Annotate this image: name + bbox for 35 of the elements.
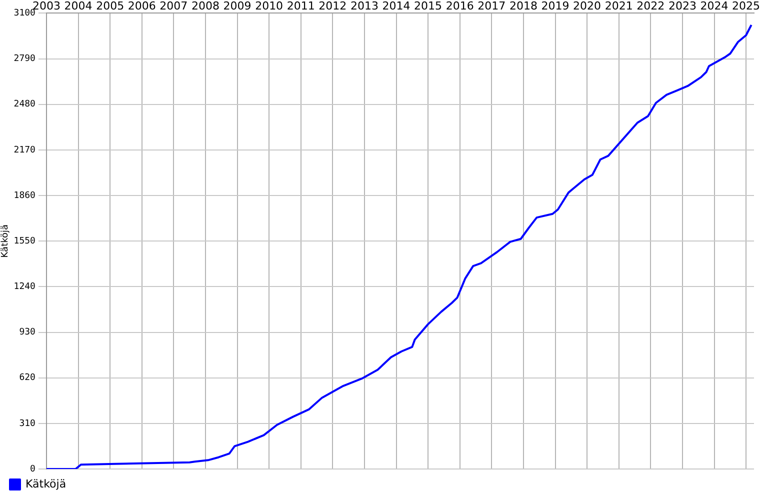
x-tick-label: 2013 [350, 0, 378, 12]
y-tick-label: 2480 [14, 100, 36, 110]
y-tick-label: 2170 [14, 145, 36, 156]
y-tick-label: 1550 [14, 236, 36, 246]
y-axis-title: Kätköjä [0, 224, 11, 258]
x-tick-label: 2014 [382, 0, 410, 12]
x-tick-label: 2006 [128, 0, 156, 12]
x-tick-label: 2007 [160, 0, 188, 12]
y-tick-label: 930 [19, 328, 36, 338]
x-tick-label: 2025 [732, 0, 760, 12]
x-tick-label: 2017 [478, 0, 506, 12]
x-tick-label: 2008 [191, 0, 220, 12]
y-tick-label: 310 [19, 418, 36, 429]
x-tick-label: 2010 [255, 0, 284, 12]
x-tick-label: 2018 [509, 0, 538, 12]
x-tick-label: 2023 [668, 0, 696, 12]
x-tick-label: 2022 [636, 0, 665, 12]
x-tick-label: 2012 [318, 0, 347, 12]
x-tick-label: 2015 [414, 0, 442, 12]
legend-label: Kätköjä [26, 477, 66, 490]
x-tick-label: 2004 [64, 0, 92, 12]
x-tick-label: 2011 [286, 0, 315, 12]
x-tick-label: 2019 [541, 0, 570, 12]
x-tick-label: 2009 [223, 0, 252, 12]
x-tick-label: 2020 [573, 0, 602, 12]
x-tick-label: 2024 [700, 0, 728, 12]
y-tick-label: 0 [30, 464, 36, 474]
y-tick-label: 1240 [14, 282, 36, 292]
x-tick-label: 2016 [446, 0, 474, 12]
y-tick-label: 3100 [14, 8, 36, 19]
x-tick-label: 2021 [604, 0, 633, 12]
y-tick-label: 620 [19, 373, 36, 384]
y-tick-label: 2790 [14, 54, 36, 64]
y-tick-label: 1860 [14, 190, 36, 201]
x-tick-label: 2005 [96, 0, 124, 12]
